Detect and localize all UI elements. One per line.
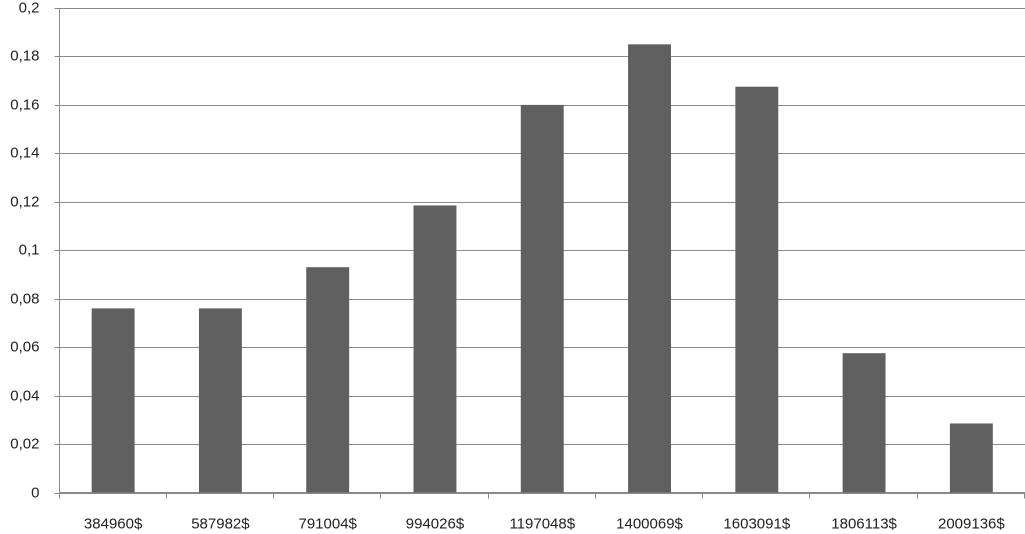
y-tick-label: 0,1 xyxy=(19,241,40,258)
y-tick-label: 0,06 xyxy=(10,338,39,355)
y-tick-label: 0,18 xyxy=(10,47,39,64)
bar xyxy=(520,104,564,493)
bar xyxy=(198,308,242,493)
bar xyxy=(842,353,886,493)
x-tick-label: 1603091$ xyxy=(723,515,790,532)
bar xyxy=(949,423,993,493)
y-tick-label: 0,02 xyxy=(10,435,39,452)
x-tick-label: 1197048$ xyxy=(509,515,575,532)
y-tick-label: 0,16 xyxy=(10,96,39,113)
y-tick-label: 0,14 xyxy=(10,144,39,161)
x-tick-label: 1400069$ xyxy=(616,515,683,532)
y-tick-label: 0,2 xyxy=(19,0,40,16)
x-tick-label: 384960$ xyxy=(84,515,143,532)
y-tick-label: 0,04 xyxy=(10,387,39,404)
bar xyxy=(413,205,457,493)
y-tick-label: 0,08 xyxy=(10,290,39,307)
bar xyxy=(306,267,350,493)
bar xyxy=(91,308,135,493)
x-tick-label: 1806113$ xyxy=(831,515,897,532)
y-tick-label: 0 xyxy=(31,484,39,501)
x-tick-label: 791004$ xyxy=(298,515,357,532)
y-tick-label: 0,12 xyxy=(10,193,39,210)
bar xyxy=(628,44,671,493)
x-tick-label: 994026$ xyxy=(406,515,465,532)
x-tick-label: 2009136$ xyxy=(938,515,1005,532)
x-tick-label: 587982$ xyxy=(191,515,250,532)
bar xyxy=(735,86,779,493)
